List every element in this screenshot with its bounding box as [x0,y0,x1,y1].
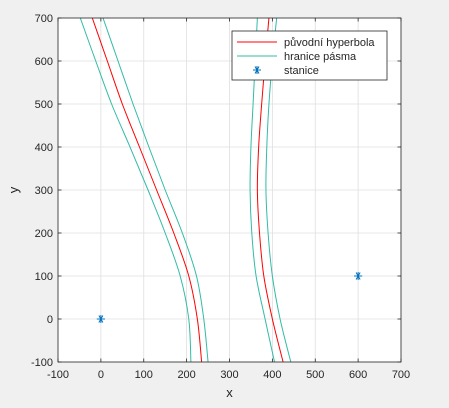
x-tick-labels: -100 0 100 200 300 400 500 600 700 [47,369,410,381]
y-tick-label: 500 [35,99,53,111]
data-point-stanice-1 [354,272,363,280]
legend: původní hyperbola hranice pásma stanice [231,30,388,81]
x-tick-label: 100 [135,369,153,381]
series-line-puvodni-hyperbola-0 [91,18,203,362]
legend-label-hranice-pasma: hranice pásma [284,51,357,63]
y-tick-labels: -100 0 100 200 300 400 500 600 700 [31,13,53,369]
data-point-stanice-0 [96,315,105,323]
x-tick-label: 200 [177,369,195,381]
y-tick-label: 600 [35,56,53,68]
x-tick-label: 400 [263,369,281,381]
y-tick-label: 100 [35,271,53,283]
series-line-hranice-pasma-0 [102,18,209,362]
y-tick-label: 0 [47,314,53,326]
x-tick-label: 300 [220,369,238,381]
x-tick-label: 600 [349,369,367,381]
y-tick-label: 200 [35,228,53,240]
y-tick-label: -100 [31,357,53,369]
legend-marker-stanice [253,66,261,74]
legend-label-puvodni-hyperbola: původní hyperbola [284,37,375,49]
x-tick-label: 500 [306,369,324,381]
y-axis-label: y [6,186,21,193]
series-line-hranice-pasma-1 [79,18,192,362]
x-axis-label: x [226,385,233,400]
legend-label-stanice: stanice [284,65,319,77]
y-tick-label: 700 [35,13,53,25]
y-tick-label: 300 [35,185,53,197]
x-tick-label: 700 [392,369,410,381]
y-tick-label: 400 [35,142,53,154]
x-tick-label: 0 [98,369,104,381]
x-tick-label: -100 [47,369,69,381]
legend-swatch-stanice [253,66,261,74]
tick-marks [57,17,402,363]
